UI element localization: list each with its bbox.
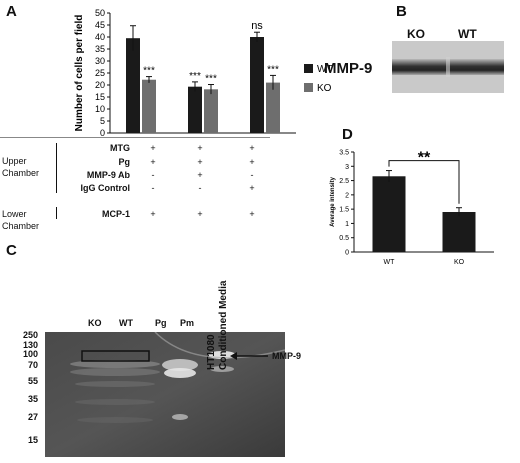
condition-mark-5-2: + [197, 209, 203, 219]
a-legend-swatch-wt [304, 64, 313, 73]
a-legend-swatch-ko [304, 83, 313, 92]
zymogram-marker-1: 250 [22, 330, 38, 340]
zymogram-lane-1: KO [88, 318, 102, 328]
a-y-tick-label: 35 [95, 44, 105, 54]
a-annotation-4: ns [251, 20, 263, 32]
d-y-tick-label: 0 [345, 250, 349, 257]
conditions-divider [0, 137, 270, 138]
a-bar-wt-2 [188, 86, 202, 133]
d-y-tick-label: 0.5 [339, 235, 349, 242]
a-axes: 0 5 10 15 20 25 30 35 40 45 50 Number of cells per … [74, 8, 296, 138]
d-significance-bracket [388, 160, 460, 204]
a-y-tick-label: 20 [95, 80, 105, 90]
a-bar-wt-1 [126, 38, 140, 134]
a-y-tick-label: 10 [95, 104, 105, 114]
condition-mark-4-2: - [198, 183, 202, 193]
a-y-tick-label: 30 [95, 56, 105, 66]
condition-mark-3-2: + [197, 170, 203, 180]
a-y-tick-label: 50 [95, 8, 105, 18]
d-y-tick-label: 3.5 [339, 150, 349, 157]
a-bar-ko-2 [204, 89, 218, 133]
condition-label-4: IgG Control [80, 183, 131, 193]
panel-label-a: A [6, 3, 17, 20]
blot-lane-wt: WT [458, 27, 477, 41]
blot-lane-ko: KO [407, 27, 425, 41]
zymogram-lane-4: Pm [180, 318, 195, 328]
d-bar-wt [372, 176, 406, 252]
zymogram-lane-2: WT [119, 318, 133, 328]
d-y-tick-label: 1 [345, 221, 349, 228]
zymogram-marker-5: 55 [27, 376, 38, 386]
a-y-tick-label: 0 [100, 128, 105, 138]
d-bar-ko [442, 212, 476, 252]
chart-d: 0 0.5 1 1.5 2 2.5 3 3.5 Average intensity WT KO ** [330, 150, 494, 266]
d-y-tick-label: 2 [345, 192, 349, 199]
panel-label-d: D [342, 126, 353, 143]
condition-label-2: Pg [118, 157, 130, 167]
condition-mark-3-1: - [151, 170, 155, 180]
a-y-tick-label: 25 [95, 68, 105, 78]
zymogram-arrow-label: MMP-9 [272, 351, 301, 361]
condition-mark-4-3: + [249, 183, 255, 193]
condition-mark-1-2: + [197, 143, 203, 153]
condition-label-5: MCP-1 [101, 209, 130, 219]
upper-chamber-divider [56, 143, 57, 193]
condition-mark-1-1: + [150, 143, 156, 153]
condition-mark-5-1: + [150, 209, 156, 219]
upper-chamber-label: Upper Chamber [2, 156, 40, 178]
d-x-tick-label-wt: WT [384, 259, 396, 266]
a-annotation-1: *** [143, 66, 155, 77]
zymogram-marker-8: 15 [27, 435, 38, 445]
d-significance-label: ** [418, 150, 431, 167]
a-legend-label-wt: WT [317, 64, 333, 75]
condition-mark-2-2: + [197, 157, 203, 167]
zymogram-marker-7: 27 [27, 412, 38, 422]
zymogram-marker-2: 130 [22, 340, 38, 350]
conditions-table: Upper Chamber Lower Chamber MTG + + + Pg + + + M… [0, 135, 300, 235]
blot-image [392, 41, 504, 93]
a-bar-wt-3 [250, 37, 264, 133]
a-annotation-3: *** [205, 74, 217, 85]
panel-label-b: B [396, 3, 407, 20]
a-y-tick-label: 15 [95, 92, 105, 102]
a-y-tick-label: 40 [95, 32, 105, 42]
zymogram-marker-3: 100 [22, 349, 38, 359]
condition-mark-2-3: + [249, 157, 255, 167]
zymogram-marker-6: 35 [27, 394, 38, 404]
panel-label-c: C [6, 242, 17, 259]
d-y-tick-label: 2.5 [339, 178, 349, 185]
condition-mark-5-3: + [249, 209, 255, 219]
condition-mark-3-3: - [250, 170, 254, 180]
a-legend-label-ko: KO [317, 83, 332, 94]
condition-label-3: MMP-9 Ab [86, 170, 130, 180]
chart-a: 0 5 10 15 20 25 30 35 40 45 50 Number of cells per … [74, 8, 333, 138]
lower-chamber-label: Lower Chamber [2, 209, 40, 231]
a-bar-ko-3 [266, 82, 280, 133]
zymogram-image [45, 332, 285, 457]
zymogram-lane-5: HT1080 Conditioned Media [206, 280, 229, 370]
a-y-axis-title: Number of cells per field [74, 15, 85, 132]
mmp9-arrow-icon [230, 352, 268, 360]
d-y-axis-title: Average intensity [330, 176, 336, 226]
zymogram-lane-3: Pg [155, 318, 167, 328]
condition-label-1: MTG [110, 143, 130, 153]
blot-label-mmp9: MMP-9 [324, 60, 373, 77]
a-annotation-5: *** [267, 64, 279, 75]
a-y-tick-label: 5 [100, 116, 105, 126]
condition-mark-4-1: - [151, 183, 155, 193]
d-y-tick-label: 3 [345, 164, 349, 171]
condition-mark-2-1: + [150, 157, 156, 167]
condition-mark-1-3: + [249, 143, 255, 153]
zymogram-marker-4: 70 [27, 360, 38, 370]
a-y-tick-label: 45 [95, 20, 105, 30]
d-x-tick-label-ko: KO [454, 259, 465, 266]
lower-chamber-divider [56, 207, 57, 219]
a-annotation-2: *** [189, 71, 201, 82]
d-y-tick-label: 1.5 [339, 207, 349, 214]
a-bar-ko-1 [142, 79, 156, 133]
